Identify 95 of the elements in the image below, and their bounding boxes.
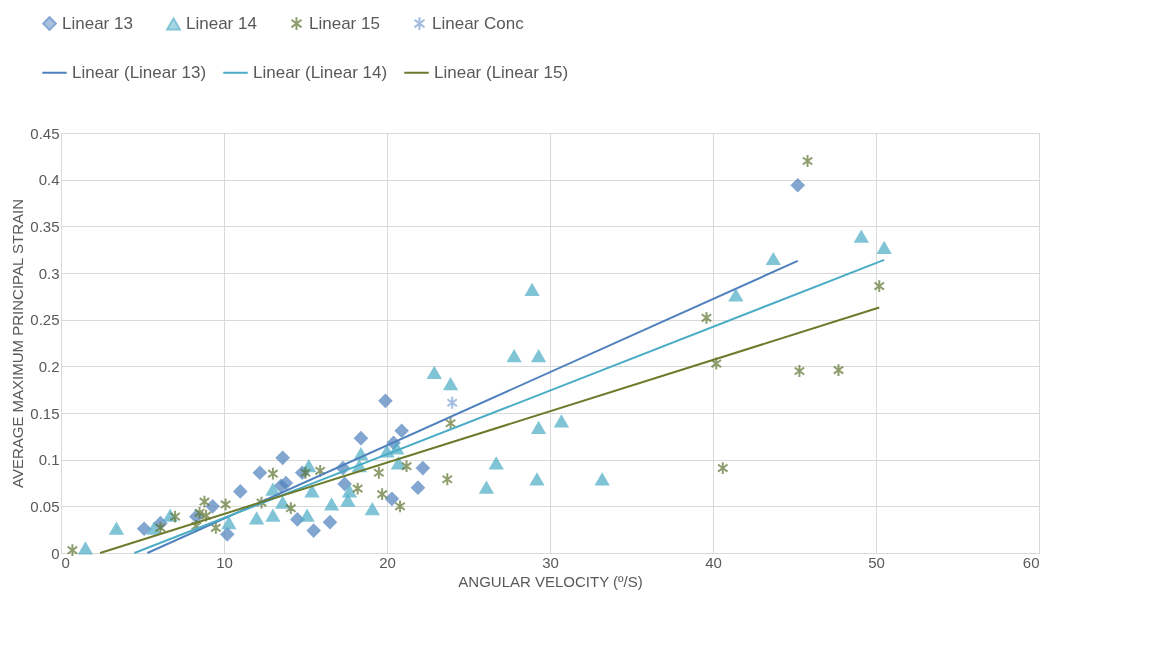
point bbox=[342, 485, 357, 498]
point bbox=[137, 521, 152, 536]
point bbox=[489, 457, 504, 470]
point bbox=[479, 481, 494, 494]
point bbox=[324, 498, 339, 511]
point bbox=[801, 154, 814, 168]
point bbox=[411, 480, 425, 495]
point bbox=[376, 487, 388, 502]
point bbox=[265, 483, 280, 496]
point bbox=[531, 349, 546, 363]
point bbox=[444, 416, 457, 431]
point bbox=[354, 431, 368, 446]
point bbox=[766, 252, 781, 266]
point bbox=[252, 465, 267, 480]
point bbox=[249, 512, 264, 525]
x-tick-label: 20 bbox=[379, 553, 396, 571]
point bbox=[306, 523, 321, 538]
legend-label: Linear 15 bbox=[309, 13, 380, 33]
point bbox=[275, 450, 290, 465]
point bbox=[265, 509, 280, 522]
point bbox=[415, 461, 430, 475]
point bbox=[710, 356, 722, 371]
y-tick-label: 0.3 bbox=[38, 264, 60, 282]
point bbox=[525, 283, 539, 296]
point bbox=[221, 517, 236, 530]
y-tick-label: 0.4 bbox=[38, 171, 60, 189]
y-tick-label: 0.15 bbox=[30, 404, 60, 422]
point bbox=[373, 465, 385, 480]
point bbox=[109, 522, 124, 535]
point bbox=[400, 459, 413, 474]
point bbox=[717, 461, 729, 475]
point bbox=[441, 472, 454, 487]
point bbox=[78, 542, 93, 555]
point bbox=[285, 501, 297, 516]
point bbox=[790, 178, 805, 193]
y-tick-label: 0.1 bbox=[38, 451, 60, 469]
y-tick-label: 0.25 bbox=[30, 311, 60, 329]
point bbox=[275, 496, 290, 509]
legend-label: Linear 14 bbox=[186, 14, 257, 34]
point bbox=[337, 477, 352, 491]
x-axis-title: ANGULAR VELOCITY (º/S) bbox=[458, 572, 643, 590]
point bbox=[66, 543, 79, 558]
point bbox=[255, 495, 268, 510]
x-tick-label: 10 bbox=[216, 553, 233, 571]
point bbox=[233, 484, 248, 499]
y-axis-title: AVERAGE MAXIMUM PRINCIPAL STRAIN bbox=[9, 199, 27, 488]
point bbox=[443, 377, 458, 391]
point bbox=[832, 363, 845, 377]
point bbox=[314, 463, 326, 478]
point bbox=[299, 465, 312, 480]
point bbox=[530, 473, 544, 486]
legend-label: Linear Conc bbox=[432, 13, 525, 33]
point bbox=[365, 503, 380, 516]
y-tick-label: 0.2 bbox=[38, 357, 60, 375]
point bbox=[700, 310, 713, 325]
y-tick-label: 0.05 bbox=[30, 497, 60, 515]
point bbox=[323, 515, 337, 530]
point bbox=[793, 364, 806, 378]
point bbox=[554, 415, 569, 428]
point bbox=[394, 423, 409, 438]
x-tick-label: 40 bbox=[705, 553, 722, 571]
legend-label: Linear (Linear 13) bbox=[72, 62, 207, 82]
point bbox=[198, 494, 211, 509]
point bbox=[391, 457, 406, 470]
point bbox=[154, 520, 167, 535]
point bbox=[378, 393, 393, 408]
point bbox=[169, 509, 181, 524]
point bbox=[219, 497, 232, 512]
point bbox=[279, 476, 293, 490]
point bbox=[728, 289, 743, 302]
point bbox=[384, 491, 399, 506]
y-tick-label: 0.35 bbox=[30, 217, 60, 235]
point bbox=[427, 366, 442, 379]
point bbox=[351, 481, 364, 496]
x-tick-label: 30 bbox=[542, 553, 559, 571]
point bbox=[531, 421, 546, 435]
point bbox=[305, 485, 319, 498]
point bbox=[854, 230, 869, 243]
point bbox=[507, 349, 522, 363]
point bbox=[446, 395, 458, 410]
point bbox=[290, 512, 305, 527]
legend-label: Linear (Linear 14) bbox=[253, 62, 388, 82]
point bbox=[300, 509, 315, 522]
point bbox=[205, 499, 220, 514]
point bbox=[220, 527, 235, 542]
point bbox=[873, 279, 885, 293]
point bbox=[394, 499, 406, 514]
x-tick-label: 50 bbox=[868, 553, 885, 571]
y-tick-label: 0.45 bbox=[30, 124, 60, 142]
point bbox=[595, 473, 610, 486]
x-tick-label: 60 bbox=[1022, 553, 1040, 571]
legend-label: Linear 13 bbox=[62, 13, 133, 33]
point bbox=[267, 466, 279, 481]
legend-label: Linear (Linear 15) bbox=[434, 62, 569, 82]
point bbox=[877, 241, 892, 254]
